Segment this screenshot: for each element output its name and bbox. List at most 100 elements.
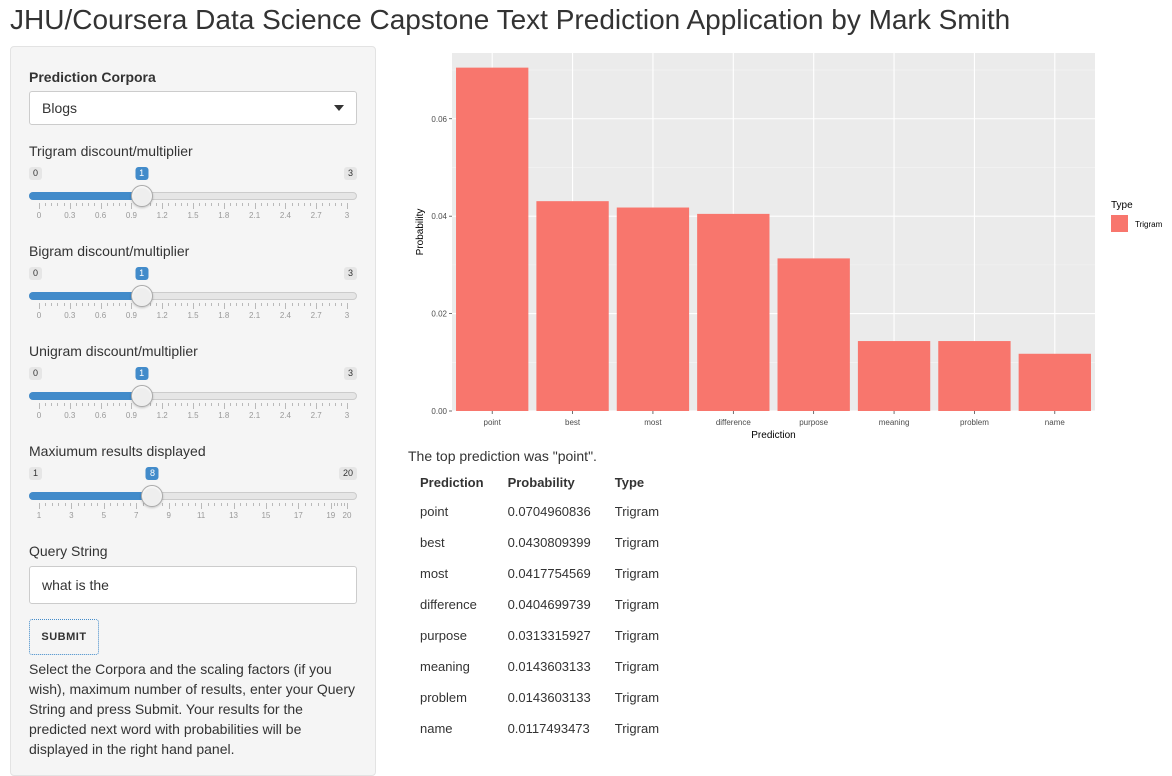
slider-tick-label: 3 [344,211,350,220]
trigram-slider-label: Trigram discount/multiplier [29,143,193,159]
slider-minor-tick [317,503,319,506]
slider-tick-label: 11 [196,511,206,520]
bar-best [536,201,609,411]
slider-minor-tick [57,203,59,206]
slider-tick-label: 0.9 [125,411,137,420]
slider-minor-tick [297,203,299,206]
query-label: Query String [29,543,108,559]
slider-minor-tick [297,303,299,306]
slider-major-tick [100,303,102,309]
slider-major-tick [254,403,256,409]
table-header-row: Prediction Probability Type [408,468,671,496]
slider-minor-tick [229,403,231,406]
slider-minor-tick [340,303,342,306]
slider-minor-tick [116,503,118,506]
x-tick-label: name [1045,418,1066,427]
top-prediction-text: The top prediction was "point". [408,448,597,464]
slider-minor-tick [272,503,274,506]
slider-max-label: 3 [343,167,357,180]
table-row: meaning 0.0143603133 Trigram [408,651,671,682]
slider-minor-tick [110,503,112,506]
results-table: Prediction Probability Type point 0.07049… [408,468,671,744]
slider-handle[interactable] [130,185,153,207]
table-row: problem 0.0143603133 Trigram [408,682,671,713]
slider-value-label: 1 [135,267,149,280]
slider-major-tick [223,303,225,309]
slider-tick-label: 1.5 [187,211,199,220]
page-title: JHU/Coursera Data Science Capstone Text … [10,4,1011,35]
slider-minor-tick [149,203,151,206]
slider-major-tick [39,203,40,209]
slider-minor-tick [82,303,84,306]
slider-minor-tick [88,203,90,206]
slider-minor-tick [181,503,183,506]
x-axis-title: Prediction [751,430,795,441]
slider-major-tick [193,203,194,209]
slider-minor-tick [291,303,293,306]
slider-minor-tick [45,203,47,206]
slider-minor-tick [205,303,207,306]
slider-tick-label: 2.1 [249,411,261,420]
cell-prediction: most [420,566,449,581]
slider-minor-tick [64,503,66,506]
slider-minor-tick [205,403,207,406]
slider-minor-tick [303,203,305,206]
slider-handle[interactable] [130,385,153,407]
slider-minor-tick [260,203,262,206]
slider-minor-tick [236,303,238,306]
corpora-select[interactable]: Blogs [29,91,357,125]
bar-most [616,207,690,411]
slider-minor-tick [211,203,213,206]
cell-probability: 0.0404699739 [507,597,591,612]
slider-max-label: 20 [338,467,357,480]
slider-major-tick [39,303,40,309]
slider-handle[interactable] [141,485,164,507]
slider-value-label: 8 [145,467,159,480]
slider-tick-label: 0.9 [125,311,137,320]
unigram-slider[interactable]: 0 3 1 0 0.3 0.6 0.9 1.2 1.5 1.8 2.1 2.4 2.7 3 [29,367,359,423]
trigram-slider[interactable]: 0 3 1 0 0.3 0.6 0.9 1.2 1.5 1.8 2.1 2.4 2.7 3 [29,167,359,223]
bigram-slider[interactable]: 0 3 1 0 0.3 0.6 0.9 1.2 1.5 1.8 2.1 2.4 2.7 3 [29,267,359,323]
slider-tick-label: 5 [101,511,107,520]
slider-tick-label: 9 [166,511,171,520]
slider-tick-label: 2.4 [279,411,291,420]
slider-minor-tick [174,403,176,406]
slider-minor-tick [291,403,293,406]
slider-minor-tick [168,403,170,406]
cell-type: Trigram [614,566,660,581]
cell-prediction: best [420,535,445,550]
slider-tick-label: 0 [36,211,42,220]
slider-minor-tick [106,203,108,206]
slider-tick-label: 0.6 [95,411,107,420]
slider-minor-tick [63,203,65,206]
query-input[interactable] [29,566,357,604]
slider-minor-tick [246,503,248,506]
slider-minor-tick [51,203,53,206]
cell-prediction: name [420,721,453,736]
max-results-slider[interactable]: 1 20 8 1 3 5 7 9 11 13 15 17 19 20 [29,467,359,523]
header-probability: Probability [507,474,575,490]
slider-minor-tick [58,503,60,506]
cell-prediction: problem [420,690,467,705]
slider-major-tick [69,203,71,209]
slider-major-tick [131,303,133,309]
slider-value-label: 1 [135,167,149,180]
slider-minor-tick [112,303,114,306]
chevron-down-icon[interactable] [334,105,344,111]
x-tick-label: point [484,418,502,427]
slider-tick-label: 20 [342,511,352,520]
slider-minor-tick [229,203,231,206]
slider-minor-tick [334,403,336,406]
cell-type: Trigram [614,690,660,705]
submit-button[interactable]: SUBMIT [29,619,99,655]
slider-minor-tick [322,303,324,306]
slider-minor-tick [186,303,188,306]
slider-minor-tick [63,403,65,406]
slider-max-label: 3 [343,367,357,380]
slider-minor-tick [88,403,90,406]
slider-minor-tick [82,403,84,406]
slider-minor-tick [125,203,127,206]
slider-handle[interactable] [130,285,153,307]
slider-tick-label: 19 [326,511,336,520]
slider-minor-tick [279,303,281,306]
